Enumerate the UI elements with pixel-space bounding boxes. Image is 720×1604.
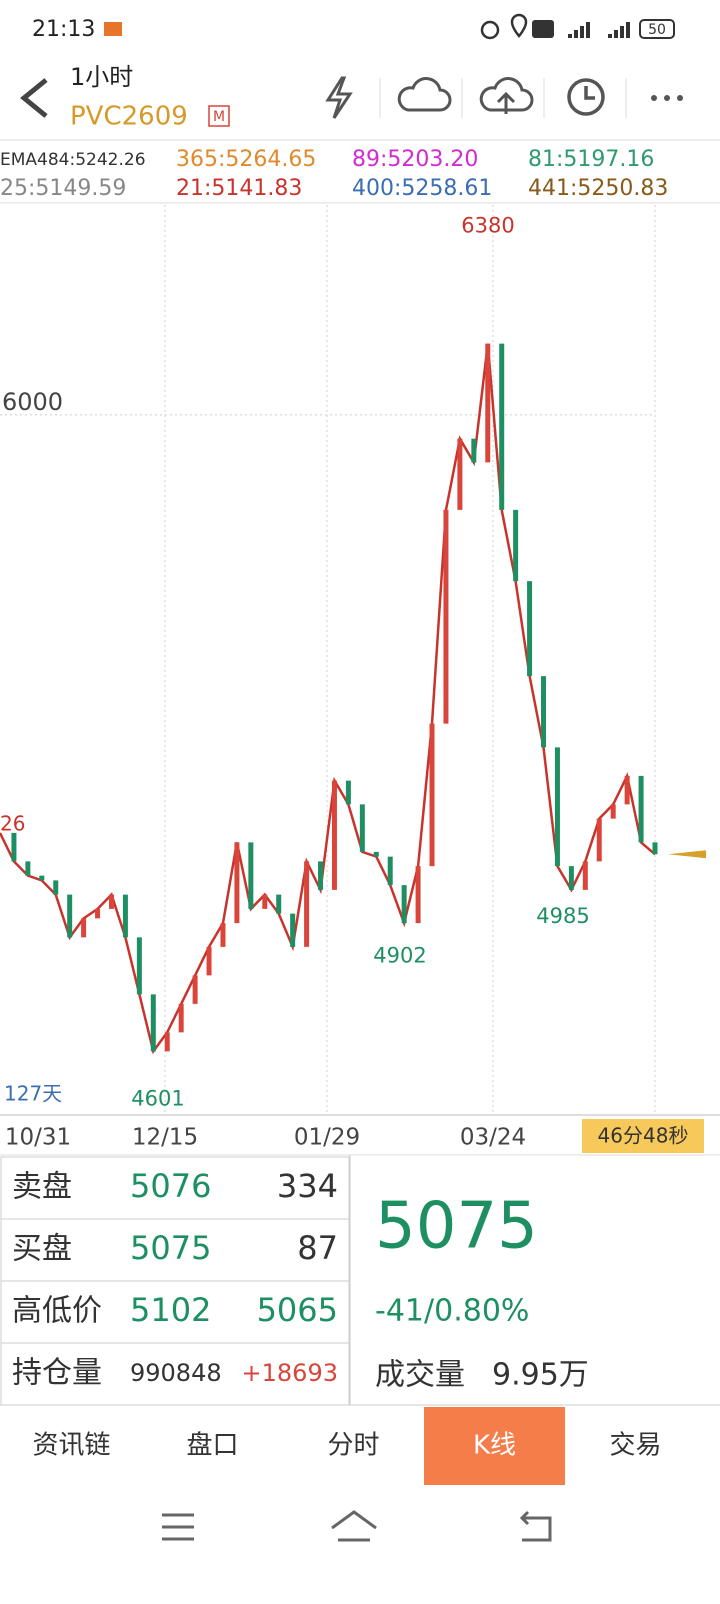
quote-value: 87 bbox=[297, 1229, 338, 1267]
price-chart: 6000 6380 4902 4985 4601 bbox=[0, 213, 706, 1110]
volume-label: 成交量 bbox=[375, 1358, 465, 1393]
clock: 21:13 bbox=[32, 17, 95, 42]
period: 1小时 bbox=[70, 63, 133, 91]
indicator: 441:5250.83 bbox=[528, 176, 668, 201]
quote-label: 买盘 bbox=[12, 1232, 72, 1267]
tab[interactable] bbox=[142, 1407, 283, 1485]
tab[interactable] bbox=[283, 1407, 424, 1485]
battery bbox=[639, 19, 675, 39]
volume: 9.95万 bbox=[492, 1358, 589, 1393]
countdown-box bbox=[582, 1119, 704, 1153]
tab-label: 资讯链 bbox=[32, 1431, 110, 1461]
alarm-icon bbox=[480, 20, 500, 40]
upload-button[interactable] bbox=[479, 77, 534, 114]
quote-value: +18693 bbox=[242, 1359, 338, 1387]
quote-value: 5075 bbox=[130, 1229, 211, 1267]
x-tick-label: 03/24 bbox=[460, 1125, 526, 1151]
signal-icon bbox=[568, 22, 590, 38]
menu-button[interactable] bbox=[162, 1513, 194, 1541]
symbol: PVC2609 bbox=[70, 102, 188, 132]
tab[interactable] bbox=[565, 1407, 706, 1485]
quote-value: 5076 bbox=[130, 1167, 211, 1205]
indicator: 400:5258.61 bbox=[352, 176, 492, 201]
back-nav-button[interactable] bbox=[519, 1510, 552, 1542]
tab[interactable] bbox=[1, 1407, 142, 1485]
quote-value: 334 bbox=[277, 1167, 338, 1205]
indicator: 25:5149.59 bbox=[0, 176, 126, 201]
extreme-label: 4902 bbox=[373, 943, 426, 967]
tab[interactable] bbox=[424, 1407, 565, 1485]
indicator-legend: EMA484:5242.26 365:5264.65 89:5203.20 81:51… bbox=[0, 147, 668, 201]
quote-value: 5102 bbox=[130, 1291, 211, 1329]
history-button[interactable] bbox=[567, 78, 605, 116]
extreme-label: 4601 bbox=[131, 1086, 184, 1110]
change: -41/0.80% bbox=[375, 1294, 529, 1329]
x-tick-label: 10/31 bbox=[5, 1125, 71, 1151]
x-tick-label: 12/15 bbox=[132, 1125, 198, 1151]
flash-button[interactable] bbox=[325, 76, 353, 119]
quote-label: 卖盘 bbox=[12, 1170, 72, 1205]
indicator: 89:5203.20 bbox=[352, 147, 478, 172]
vertical-grid bbox=[164, 205, 656, 1115]
indicator: EMA484:5242.26 bbox=[0, 150, 146, 170]
span-label: 127天 bbox=[4, 1082, 62, 1106]
signal-icon bbox=[608, 22, 630, 38]
extreme-label: 4985 bbox=[536, 904, 589, 928]
indicator: 81:5197.16 bbox=[528, 147, 654, 172]
back-button[interactable] bbox=[20, 78, 48, 118]
indicator: 365:5264.65 bbox=[176, 147, 316, 172]
countdown: 46分48秒 bbox=[598, 1124, 689, 1148]
cloud-button[interactable] bbox=[397, 77, 452, 112]
battery-level: 50 bbox=[648, 22, 666, 38]
quote-label: 高低价 bbox=[12, 1294, 102, 1329]
quote-label: 持仓量 bbox=[12, 1356, 102, 1391]
notification-icon bbox=[104, 22, 122, 36]
history-hand bbox=[584, 86, 595, 100]
extreme-label: 6380 bbox=[461, 213, 514, 237]
more-button[interactable] bbox=[651, 95, 683, 101]
indicator: 21:5141.83 bbox=[176, 176, 302, 201]
tab-label: K线 bbox=[473, 1431, 516, 1461]
edge-label: 26 bbox=[0, 812, 25, 836]
y-tick-label: 6000 bbox=[2, 388, 63, 416]
x-tick-label: 01/29 bbox=[294, 1125, 360, 1151]
home-button[interactable] bbox=[331, 1510, 377, 1542]
quote-value: 990848 bbox=[130, 1359, 222, 1387]
location-icon bbox=[510, 13, 528, 38]
tab-label: 盘口 bbox=[186, 1431, 238, 1461]
current-price-marker bbox=[668, 850, 706, 859]
hd-icon bbox=[532, 20, 554, 38]
last-price: 5075 bbox=[375, 1190, 538, 1264]
tab-bar: 资讯链 盘口 分时 K线 交易 bbox=[1, 1407, 706, 1485]
tab-label: 交易 bbox=[609, 1431, 661, 1461]
tab-label: 分时 bbox=[327, 1431, 379, 1461]
quote-table: 卖盘 5076 334 买盘 5075 87 高低价 5102 5065 持仓量 990848 +18… bbox=[0, 1156, 350, 1406]
quote-value: 5065 bbox=[257, 1291, 338, 1329]
badge: M bbox=[213, 109, 225, 125]
badge-box bbox=[208, 105, 230, 127]
